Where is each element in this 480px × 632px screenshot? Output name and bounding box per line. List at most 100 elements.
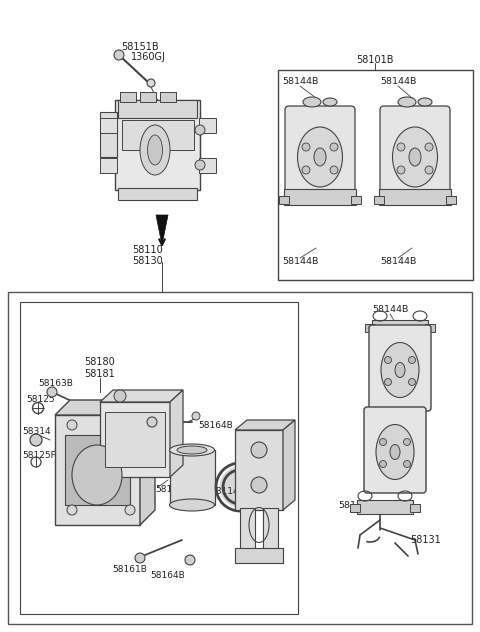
Bar bbox=[425, 324, 435, 332]
Ellipse shape bbox=[314, 148, 326, 166]
Bar bbox=[357, 500, 413, 514]
Ellipse shape bbox=[381, 343, 419, 398]
Text: 58151B: 58151B bbox=[121, 42, 159, 52]
Ellipse shape bbox=[219, 466, 261, 507]
Bar bbox=[122, 120, 194, 150]
Circle shape bbox=[147, 417, 157, 427]
FancyBboxPatch shape bbox=[380, 106, 450, 199]
Bar bbox=[118, 100, 197, 118]
Polygon shape bbox=[235, 420, 295, 430]
Ellipse shape bbox=[147, 135, 163, 165]
Bar bbox=[100, 402, 170, 477]
Ellipse shape bbox=[390, 444, 400, 459]
Circle shape bbox=[397, 166, 405, 174]
Text: 58181: 58181 bbox=[84, 369, 115, 379]
Ellipse shape bbox=[393, 127, 437, 187]
Bar bbox=[105, 412, 165, 467]
Bar bbox=[65, 435, 130, 505]
Text: 58110: 58110 bbox=[132, 245, 163, 255]
Circle shape bbox=[125, 505, 135, 515]
Bar bbox=[55, 415, 140, 525]
FancyBboxPatch shape bbox=[369, 325, 431, 411]
Circle shape bbox=[408, 379, 416, 386]
Ellipse shape bbox=[298, 127, 343, 187]
Circle shape bbox=[192, 412, 200, 420]
Text: 58163B: 58163B bbox=[38, 379, 73, 387]
Text: 58314: 58314 bbox=[22, 427, 50, 437]
Text: 58144B: 58144B bbox=[282, 78, 318, 87]
Circle shape bbox=[302, 166, 310, 174]
Bar bbox=[374, 196, 384, 204]
Circle shape bbox=[251, 442, 267, 458]
FancyBboxPatch shape bbox=[285, 106, 355, 199]
Ellipse shape bbox=[169, 444, 215, 456]
Text: 58164B: 58164B bbox=[198, 422, 233, 430]
Bar bbox=[279, 196, 289, 204]
Polygon shape bbox=[140, 400, 155, 525]
Bar bbox=[199, 158, 216, 173]
Bar bbox=[100, 158, 117, 173]
Circle shape bbox=[67, 420, 77, 430]
Ellipse shape bbox=[418, 98, 432, 106]
Bar bbox=[351, 196, 361, 204]
Circle shape bbox=[135, 553, 145, 563]
Circle shape bbox=[425, 143, 433, 151]
Polygon shape bbox=[170, 390, 183, 477]
Circle shape bbox=[330, 166, 338, 174]
Circle shape bbox=[47, 387, 57, 397]
Bar bbox=[446, 196, 456, 204]
Text: 58131: 58131 bbox=[357, 500, 388, 510]
Ellipse shape bbox=[409, 148, 421, 166]
Circle shape bbox=[404, 461, 410, 468]
Circle shape bbox=[397, 143, 405, 151]
Text: 58112: 58112 bbox=[128, 463, 156, 473]
Circle shape bbox=[67, 505, 77, 515]
Polygon shape bbox=[156, 215, 168, 245]
Circle shape bbox=[251, 477, 267, 493]
Ellipse shape bbox=[323, 98, 337, 106]
Text: 58144B: 58144B bbox=[282, 257, 318, 267]
Circle shape bbox=[30, 434, 42, 446]
Ellipse shape bbox=[72, 445, 122, 505]
Polygon shape bbox=[55, 400, 155, 415]
FancyBboxPatch shape bbox=[364, 407, 426, 493]
Circle shape bbox=[384, 379, 392, 386]
Circle shape bbox=[302, 143, 310, 151]
Ellipse shape bbox=[177, 446, 207, 454]
Text: 58125: 58125 bbox=[26, 396, 55, 404]
Circle shape bbox=[195, 160, 205, 170]
Text: 58144B: 58144B bbox=[380, 78, 416, 87]
Ellipse shape bbox=[395, 363, 405, 377]
Text: 58130: 58130 bbox=[132, 256, 163, 266]
Bar bbox=[235, 548, 283, 563]
Polygon shape bbox=[283, 420, 295, 510]
Text: 58164B: 58164B bbox=[151, 571, 185, 581]
Text: 58131: 58131 bbox=[410, 535, 441, 545]
Text: 58162B: 58162B bbox=[141, 411, 175, 420]
Bar bbox=[372, 320, 428, 334]
Circle shape bbox=[330, 143, 338, 151]
Circle shape bbox=[380, 461, 386, 468]
Text: 58161B: 58161B bbox=[113, 566, 147, 574]
Bar bbox=[263, 508, 278, 558]
Bar bbox=[278, 70, 473, 280]
Text: 58101B: 58101B bbox=[356, 55, 394, 65]
Bar bbox=[350, 504, 360, 512]
Circle shape bbox=[384, 356, 392, 363]
Circle shape bbox=[114, 390, 126, 402]
Circle shape bbox=[147, 79, 155, 87]
Polygon shape bbox=[100, 390, 183, 402]
Circle shape bbox=[125, 420, 135, 430]
Ellipse shape bbox=[376, 425, 414, 480]
Bar bbox=[379, 189, 451, 205]
Bar bbox=[8, 292, 472, 624]
Circle shape bbox=[404, 439, 410, 446]
Text: 58125F: 58125F bbox=[22, 451, 56, 459]
Ellipse shape bbox=[398, 97, 416, 107]
Circle shape bbox=[408, 356, 416, 363]
Bar bbox=[20, 302, 298, 614]
Circle shape bbox=[380, 439, 386, 446]
Bar bbox=[160, 92, 176, 102]
Circle shape bbox=[195, 125, 205, 135]
Ellipse shape bbox=[140, 125, 170, 175]
